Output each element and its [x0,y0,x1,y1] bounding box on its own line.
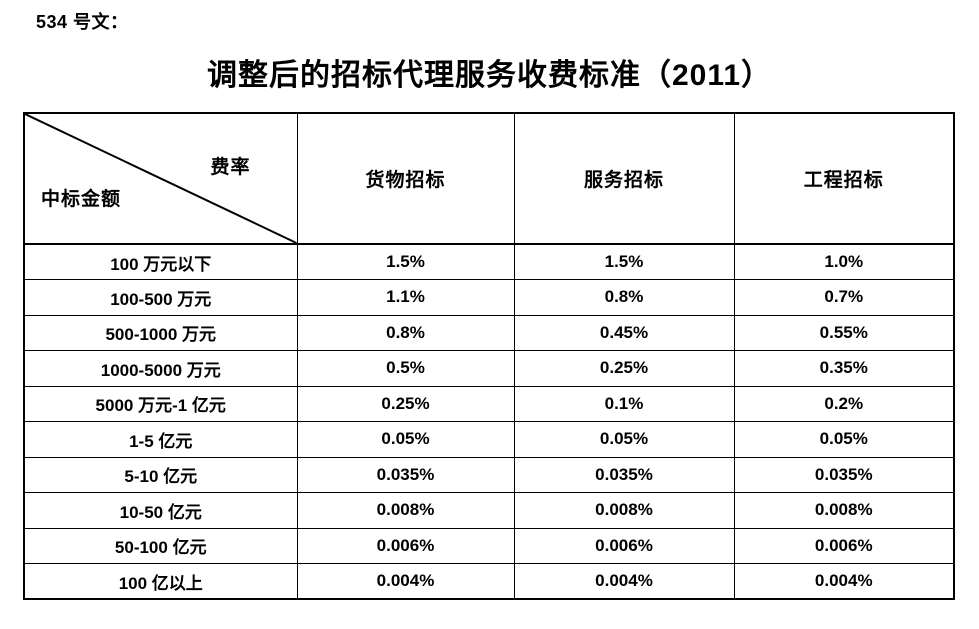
rate-cell: 0.006% [513,527,735,564]
rate-cell: 0.004% [296,563,515,600]
rate-cell: 1.5% [513,243,735,280]
rate-cell: 0.25% [513,350,735,387]
amount-cell: 10-50 亿元 [23,492,298,529]
column-header-services: 服务招标 [513,112,735,245]
table-row: 50-100 亿元 0.006% 0.006% 0.006% [23,527,955,564]
column-header-engineering: 工程招标 [733,112,955,245]
amount-cell: 5-10 亿元 [23,456,298,493]
rate-cell: 1.1% [296,279,515,316]
page-title: 调整后的招标代理服务收费标准（2011） [206,59,773,92]
amount-cell: 1000-5000 万元 [23,350,298,387]
rate-cell: 0.05% [296,421,515,458]
amount-cell: 50-100 亿元 [23,527,298,564]
table-body: 100 万元以下 1.5% 1.5% 1.0% 100-500 万元 1.1% … [23,243,955,600]
rate-cell: 0.035% [733,456,955,493]
rate-cell: 0.008% [513,492,735,529]
rate-cell: 1.5% [296,243,515,280]
table-header-row: 费率 中标金额 货物招标 服务招标 工程招标 [23,112,955,245]
rate-cell: 0.006% [296,527,515,564]
table-row: 1-5 亿元 0.05% 0.05% 0.05% [23,421,955,458]
table-row: 100 万元以下 1.5% 1.5% 1.0% [23,243,955,280]
table-row: 5000 万元-1 亿元 0.25% 0.1% 0.2% [23,385,955,422]
rate-cell: 0.035% [513,456,735,493]
amount-cell: 100-500 万元 [23,279,298,316]
fee-rate-table: 费率 中标金额 货物招标 服务招标 工程招标 100 万元以下 1.5% 1.5… [23,112,955,600]
doc-number-label: 534 号文： [36,12,129,32]
rate-cell: 0.35% [733,350,955,387]
table-row: 100-500 万元 1.1% 0.8% 0.7% [23,279,955,316]
rate-cell: 0.05% [513,421,735,458]
table-row: 100 亿以上 0.004% 0.004% 0.004% [23,563,955,600]
column-header-goods: 货物招标 [296,112,515,245]
amount-cell: 500-1000 万元 [23,314,298,351]
corner-label-rate: 费率 [210,157,251,178]
amount-cell: 100 万元以下 [23,243,298,280]
rate-cell: 0.004% [733,563,955,600]
table-row: 1000-5000 万元 0.5% 0.25% 0.35% [23,350,955,387]
rate-cell: 0.004% [513,563,735,600]
rate-cell: 0.008% [296,492,515,529]
rate-cell: 0.8% [296,314,515,351]
amount-cell: 1-5 亿元 [23,421,298,458]
rate-cell: 0.2% [733,385,955,422]
rate-cell: 0.25% [296,385,515,422]
amount-cell: 5000 万元-1 亿元 [23,385,298,422]
rate-cell: 0.006% [733,527,955,564]
rate-cell: 1.0% [733,243,955,280]
rate-cell: 0.55% [733,314,955,351]
table-row: 5-10 亿元 0.035% 0.035% 0.035% [23,456,955,493]
rate-cell: 0.8% [513,279,735,316]
table-row: 10-50 亿元 0.008% 0.008% 0.008% [23,492,955,529]
diagonal-divider-line [25,114,297,243]
table-row: 500-1000 万元 0.8% 0.45% 0.55% [23,314,955,351]
rate-cell: 0.45% [513,314,735,351]
corner-label-amount: 中标金额 [41,189,122,210]
diagonal-corner-cell: 费率 中标金额 [23,112,298,245]
rate-cell: 0.1% [513,385,735,422]
rate-cell: 0.05% [733,421,955,458]
rate-cell: 0.5% [296,350,515,387]
rate-cell: 0.035% [296,456,515,493]
amount-cell: 100 亿以上 [23,563,298,600]
rate-cell: 0.008% [733,492,955,529]
rate-cell: 0.7% [733,279,955,316]
